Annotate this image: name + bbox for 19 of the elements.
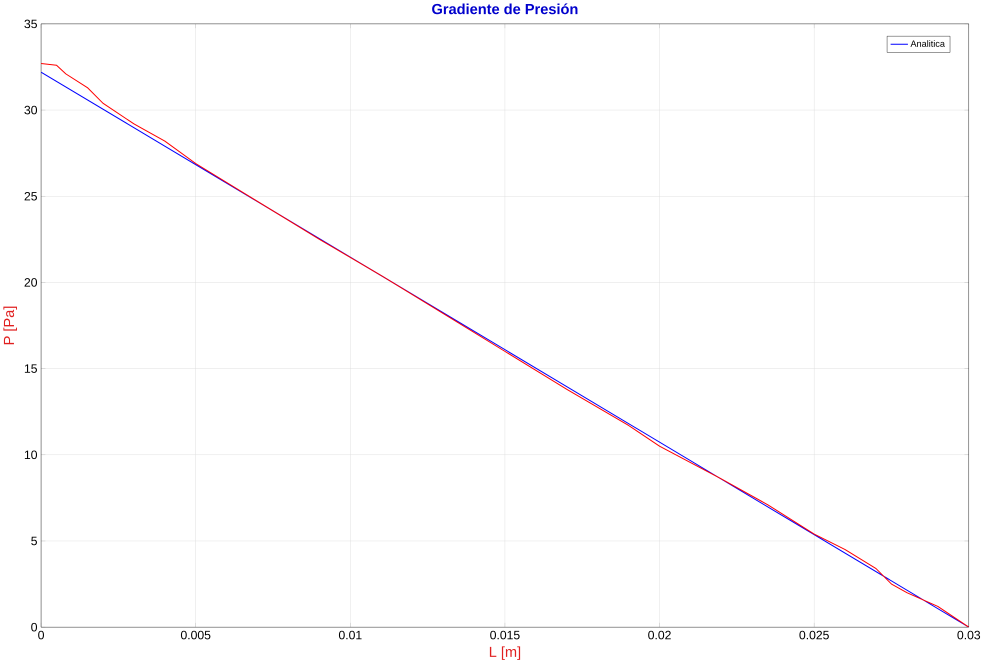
x-tick-label: 0.005 xyxy=(180,630,210,640)
x-tick-label: 0.015 xyxy=(490,630,520,640)
x-tick-label: 0.02 xyxy=(648,630,671,640)
x-axis-title: L [m] xyxy=(490,646,520,660)
y-tick-label: 35 xyxy=(24,19,37,28)
y-tick-label: 5 xyxy=(31,536,37,546)
y-tick-label: 0 xyxy=(31,622,38,632)
y-tick-label: 10 xyxy=(24,450,38,459)
y-tick-label: 15 xyxy=(24,364,37,373)
y-axis-title: P [Pa] xyxy=(3,306,18,344)
y-tick-label: 30 xyxy=(24,106,38,114)
x-tick-label: 0.01 xyxy=(338,630,362,640)
y-tick-label: 25 xyxy=(24,192,37,200)
x-tick-label: 0.03 xyxy=(957,630,980,640)
x-tick-label: 0 xyxy=(38,630,44,640)
legend-label: Analitica xyxy=(910,40,945,47)
chart-title: Gradiente de Presión xyxy=(432,3,578,14)
y-tick-label: 20 xyxy=(24,278,38,287)
x-tick-label: 0.025 xyxy=(799,630,829,640)
